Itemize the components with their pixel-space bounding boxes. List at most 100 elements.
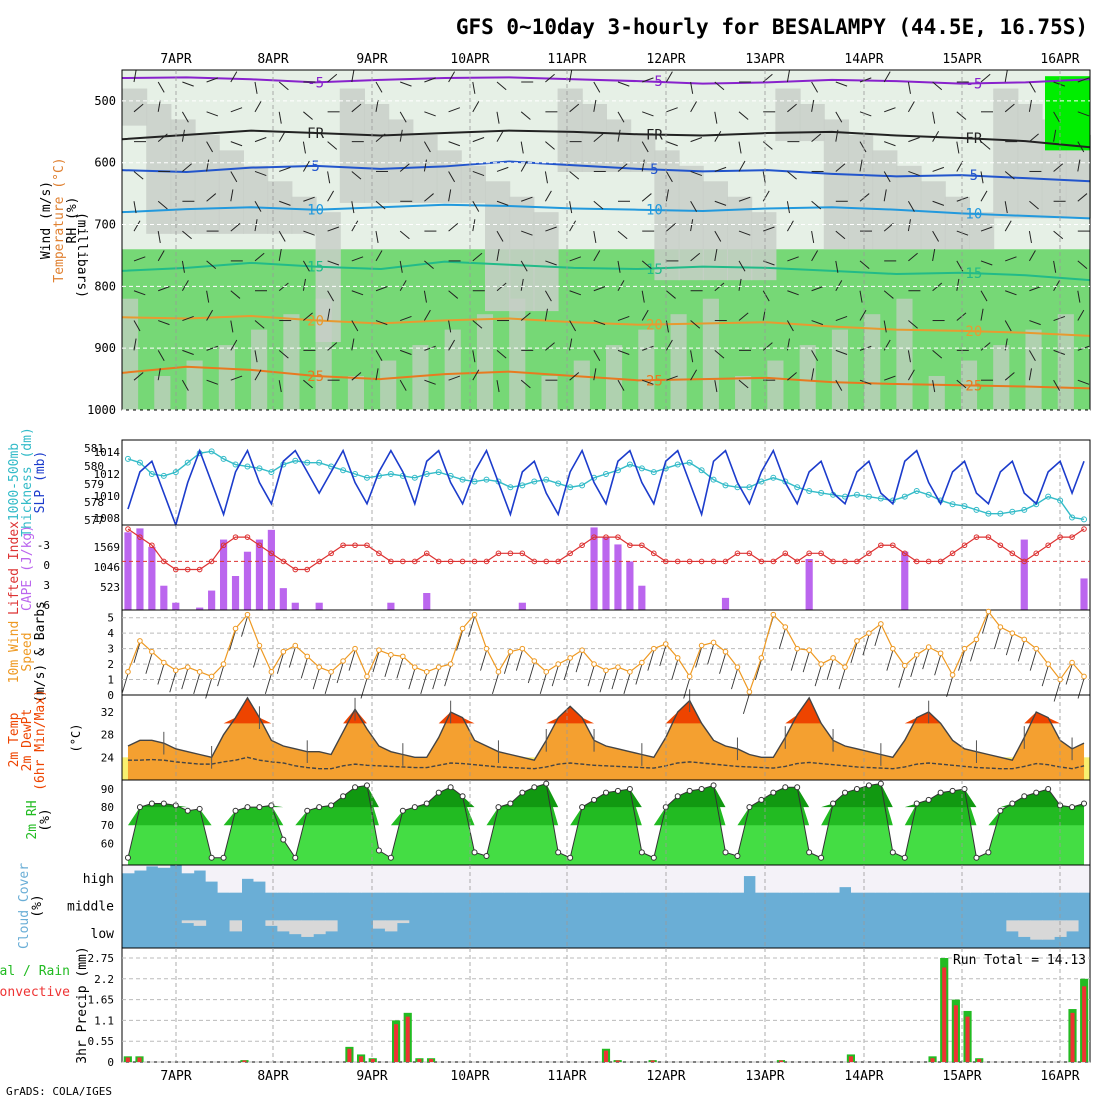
cape-tick: 523 [100,581,120,594]
precip-conv-bar [429,1058,434,1062]
wind-barb [1077,77,1090,83]
rh2m-ylabel-0: 2m RH [25,800,40,839]
wind-barb [424,379,436,385]
wind-barb [883,320,887,333]
thickness-point [997,510,1004,517]
wind-barb [181,260,185,273]
wind10m-barb [981,613,989,634]
slp-tick: 1010 [94,490,121,503]
wind10m-barb [731,669,738,690]
wind-barb [1053,111,1061,123]
wind-speed-point [997,624,1004,630]
wind-tick: 4 [107,627,114,640]
wind-barb [230,171,238,183]
wind-barb [617,230,628,240]
rh2m-point [567,854,574,861]
wind-barb [254,137,267,143]
wind-barb [157,200,168,210]
cape-bar [255,539,264,610]
wind-barb [569,290,582,296]
thickness-point [973,506,980,513]
rh2m-point [208,854,215,861]
cloud-gap-high [898,865,912,893]
wind10m-barb [492,673,499,694]
wind-barb [278,249,282,261]
wind-barb [496,230,504,242]
cape-bar [1020,539,1028,610]
rh2m-point [925,796,932,803]
rh2m-point [877,780,884,787]
wind-barb [230,189,234,202]
lifted-point [471,558,478,565]
rh-dry-patch [194,134,220,234]
thickness-tick: 579 [84,478,104,491]
thickness-point [650,469,657,476]
wind-barb [932,200,945,206]
rh-dry-streak [896,298,913,410]
rh-dry-streak [218,345,235,410]
wind-barb [182,349,194,355]
slp-ylabel-0: 1000-500mb [7,443,22,521]
lifted-point [507,550,514,557]
wind-barb [545,141,555,150]
pressure-tick: 1000 [87,403,116,417]
date-tick-top: 11APR [547,52,586,67]
rh2m-point [399,807,406,814]
cape-bar [638,585,646,610]
wind-barb [206,159,210,172]
rh-dry-streak [122,298,139,410]
lifted-point [639,542,645,549]
wind-barb [472,350,476,363]
wind-ylabel-0: 10m Wind [7,621,22,684]
precip-conv-bar [977,1058,982,1062]
cloud-level-label: low [91,927,115,942]
wind-barb [206,77,219,83]
thickness-point [758,478,765,485]
wind10m-barb [300,658,308,679]
wind-barb [423,290,427,303]
rh-dry-patch [1017,104,1043,219]
wind-barb [278,349,289,359]
thickness-point [794,484,801,491]
wind-barb [423,141,431,153]
wind-barb [448,107,461,113]
wind-barb [375,99,379,112]
wind-barb [254,219,258,232]
cloud-gap-high [934,865,948,893]
thickness-point [316,459,323,466]
wind-barb [811,350,819,362]
isotherm-label: 15 [646,262,663,278]
rh2m-point [913,800,920,807]
wind-barb [206,309,214,321]
wind10m-barb [348,650,356,671]
wind10m-barb [814,665,822,687]
cloud-gap-high [910,865,924,893]
cape-bar [387,602,395,610]
precip-ylabel-0: 3hr Precip (mm) [75,946,90,1063]
rh2m-point [937,789,944,796]
lifted-point [937,558,944,565]
wind-barb [907,219,911,232]
isotherm-label: 5 [311,159,319,175]
wind-barb [327,342,338,351]
lifted-tick: -3 [37,539,50,552]
wind-speed-point [220,661,227,667]
thickness-line [127,450,1085,521]
wind-barb [1028,99,1032,112]
date-tick-top: 12APR [646,52,685,67]
wind-barb [1053,349,1066,355]
precip-conv-bar [778,1060,783,1062]
wind-barb [690,81,694,94]
rh2m-point [591,796,598,803]
wind-barb [665,71,673,83]
wind10m-barb [1065,664,1073,685]
wind-barb [811,320,824,326]
wind-barb [593,133,604,143]
wind10m-barb [575,652,583,673]
slp-tick: 1014 [94,446,121,459]
wind-barb [230,141,243,147]
wind-barb [351,171,362,180]
date-tick-top: 14APR [844,52,883,67]
